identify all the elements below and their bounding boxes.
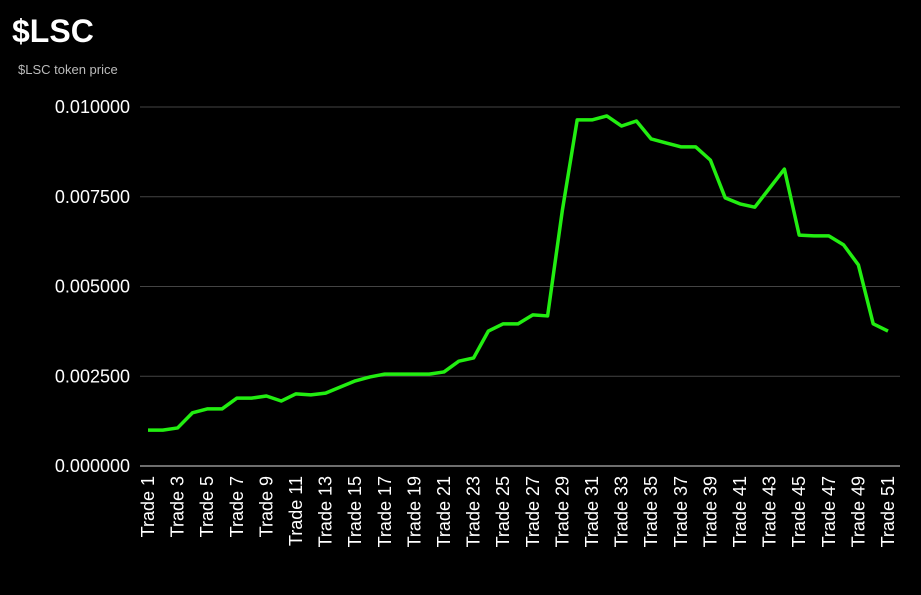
x-tick-label: Trade 43 <box>760 476 780 547</box>
x-tick-label: Trade 49 <box>848 476 868 547</box>
x-tick-label: Trade 41 <box>730 476 750 547</box>
x-tick-label: Trade 31 <box>582 476 602 547</box>
y-tick-label: 0.005000 <box>55 277 130 297</box>
x-tick-label: Trade 17 <box>375 476 395 547</box>
x-tick-label: Trade 35 <box>641 476 661 547</box>
x-tick-label: Trade 51 <box>878 476 898 547</box>
chart-title: $LSC <box>12 13 94 49</box>
x-tick-label: Trade 45 <box>789 476 809 547</box>
x-tick-label: Trade 47 <box>819 476 839 547</box>
x-tick-label: Trade 19 <box>404 476 424 547</box>
x-tick-label: Trade 7 <box>227 476 247 537</box>
x-tick-label: Trade 9 <box>256 476 276 537</box>
x-tick-label: Trade 11 <box>286 476 306 546</box>
x-tick-label: Trade 21 <box>434 476 454 547</box>
y-tick-label: 0.000000 <box>55 456 130 476</box>
x-tick-label: Trade 25 <box>493 476 513 547</box>
price-line <box>148 114 889 432</box>
x-tick-label: Trade 39 <box>700 476 720 547</box>
y-tick-label: 0.002500 <box>55 366 130 386</box>
x-tick-label: Trade 3 <box>168 476 188 537</box>
x-tick-label: Trade 37 <box>671 476 691 547</box>
x-tick-label: Trade 13 <box>316 476 336 547</box>
x-tick-label: Trade 29 <box>552 476 572 547</box>
chart-subtitle: $LSC token price <box>18 62 118 77</box>
x-tick-label: Trade 27 <box>523 476 543 547</box>
y-tick-label: 0.010000 <box>55 97 130 117</box>
x-tick-label: Trade 23 <box>464 476 484 547</box>
x-tick-label: Trade 33 <box>612 476 632 547</box>
y-tick-label: 0.007500 <box>55 187 130 207</box>
x-tick-label: Trade 1 <box>138 476 158 537</box>
x-tick-label: Trade 15 <box>345 476 365 547</box>
x-tick-label: Trade 5 <box>197 476 217 537</box>
